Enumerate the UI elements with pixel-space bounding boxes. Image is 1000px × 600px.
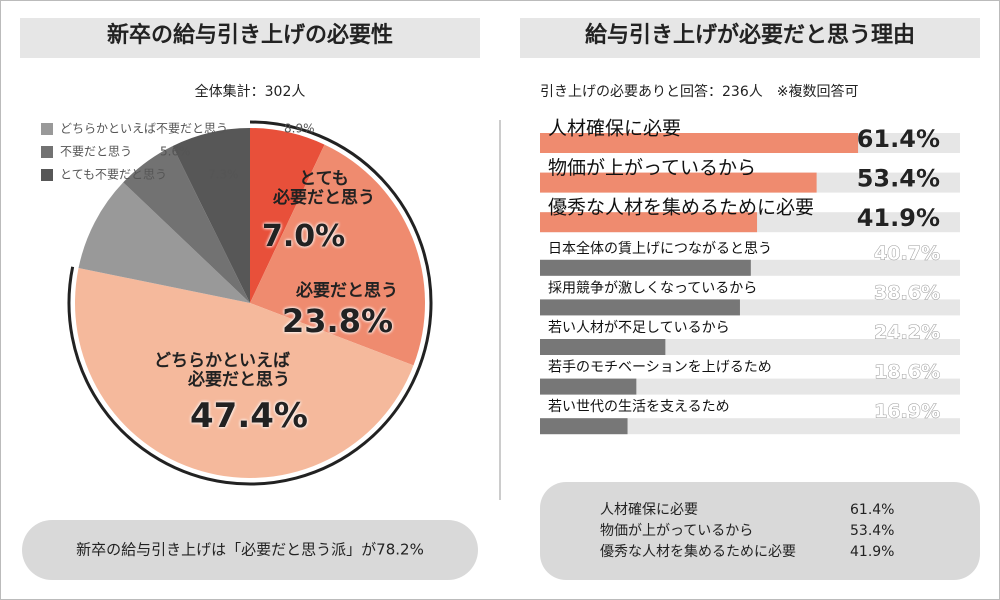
chart-title: 給与引き上げが必要だと思う理由 xyxy=(585,22,915,48)
bar-value: 40.7% xyxy=(874,242,940,264)
title-band xyxy=(20,18,480,58)
slice-value: 47.4% xyxy=(190,396,308,436)
pie-slice xyxy=(250,144,425,366)
summary-label: 人材確保に必要 xyxy=(600,502,698,518)
legend-swatch xyxy=(41,146,53,158)
chart-title: 新卒の給与引き上げの必要性 xyxy=(107,22,393,48)
summary-label: 物価が上がっているから xyxy=(600,523,753,539)
legend-swatch xyxy=(41,169,53,181)
pie-slice xyxy=(75,268,414,478)
slice-label: どちらかといえば 必要だと思う xyxy=(154,351,290,390)
pie-slice xyxy=(172,128,250,303)
bar-label: 採用競争が激しくなっているから xyxy=(548,279,757,296)
legend-label: とても不要だと思う xyxy=(60,168,167,182)
summary-value: 53.4% xyxy=(850,523,894,539)
legend-value: 5.6% xyxy=(160,145,191,159)
subtitle: 全体集計：302人 xyxy=(195,83,306,100)
bar-label: 人材確保に必要 xyxy=(548,118,681,140)
subtitle: 引き上げの必要ありと回答：236人 ※複数回答可 xyxy=(540,83,858,100)
pie-slice xyxy=(123,146,250,303)
bar xyxy=(540,172,817,193)
legend-swatch xyxy=(41,123,53,135)
bar-label: 日本全体の賃上げにつながると思う xyxy=(548,240,772,257)
bar-value: 18.6% xyxy=(874,361,940,383)
bar xyxy=(540,339,666,355)
highlight-arc xyxy=(67,120,433,486)
bar xyxy=(540,418,628,435)
slice-value: 7.0% xyxy=(262,219,346,254)
legend-value: 8.9% xyxy=(284,122,315,136)
note-box xyxy=(22,520,478,580)
bar xyxy=(540,133,859,153)
summary-box xyxy=(540,482,980,580)
slice-value: 23.8% xyxy=(282,302,394,340)
summary-value: 61.4% xyxy=(850,502,894,518)
summary-value: 41.9% xyxy=(850,544,894,560)
bar-label: 若い世代の生活を支えるため xyxy=(548,399,730,415)
bar xyxy=(540,259,751,276)
bar-value: 41.9% xyxy=(857,204,940,232)
bar-value: 24.2% xyxy=(874,322,940,344)
title-band xyxy=(520,18,980,58)
bar-track xyxy=(540,418,960,435)
summary-label: 優秀な人材を集めるために必要 xyxy=(600,543,796,560)
slice-label: とても 必要だと思う xyxy=(273,169,375,208)
legend-label: 不要だと思う xyxy=(60,145,132,159)
legend-label: どちらかといえば不要だと思う xyxy=(60,122,228,136)
legend-value: 7.3% xyxy=(208,168,239,182)
bar xyxy=(540,378,637,395)
bar-label: 若手のモチベーションを上げるため xyxy=(548,360,772,376)
bar-value: 38.6% xyxy=(874,282,940,304)
bar-label: 優秀な人材を集めるために必要 xyxy=(548,197,814,219)
annotation: 新卒の給与引き上げは「必要だと思う派」が78.2% xyxy=(76,541,424,559)
bar-value: 16.9% xyxy=(874,401,940,423)
bar-label: 若い人材が不足しているから xyxy=(548,320,730,336)
pie-slice xyxy=(250,128,325,303)
bar-label: 物価が上がっているから xyxy=(548,157,756,179)
bar-track xyxy=(540,378,960,395)
bar-value: 61.4% xyxy=(857,125,940,153)
pie-slice xyxy=(78,182,251,303)
bar-value: 53.4% xyxy=(857,165,940,193)
bar xyxy=(540,212,758,233)
slice-label: 必要だと思う xyxy=(296,281,398,301)
bar xyxy=(540,299,740,316)
